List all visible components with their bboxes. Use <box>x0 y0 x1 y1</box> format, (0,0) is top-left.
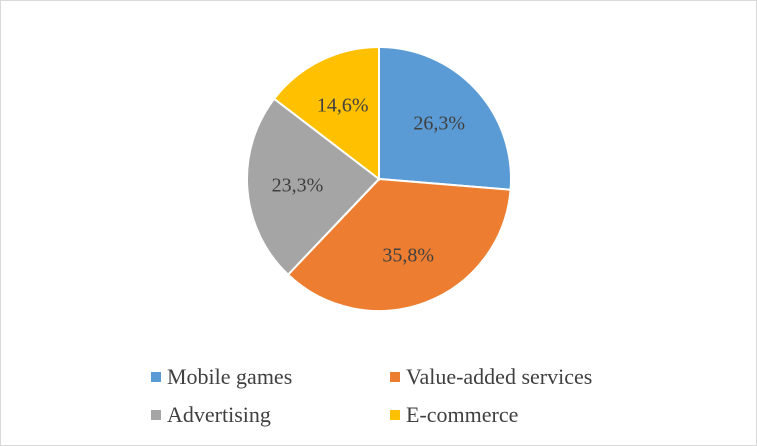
data-label-e-commerce: 14,6% <box>317 95 369 117</box>
pie-slice-advertising <box>246 97 381 277</box>
data-label-advertising: 23,3% <box>272 174 324 196</box>
data-label-mobile-games: 26,3% <box>413 113 465 135</box>
pie-slices <box>246 45 512 312</box>
pie-slice-mobile-games <box>378 45 512 191</box>
pie-slice-e-commerce <box>272 45 380 182</box>
pie-data-labels: 26,3% 35,8% 23,3% 14,6% <box>272 95 465 267</box>
pie-slice-value-added-services <box>286 177 512 312</box>
data-label-value-added-services: 35,8% <box>382 244 434 266</box>
